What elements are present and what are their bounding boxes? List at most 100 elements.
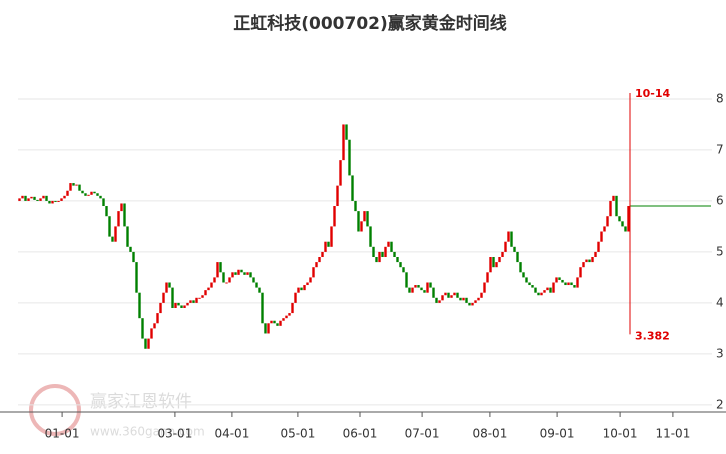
candle-body	[462, 297, 465, 301]
candle-body	[432, 287, 435, 298]
candle-body	[210, 282, 213, 288]
candle-body	[96, 193, 99, 196]
candle-body	[186, 302, 189, 306]
candle-body	[525, 277, 528, 283]
candle-body	[513, 246, 516, 252]
candle-body	[324, 241, 327, 252]
candle-body	[18, 198, 21, 201]
candle-body	[441, 295, 444, 301]
candle-body	[267, 323, 270, 334]
marker-date: 10-14	[635, 87, 671, 100]
candle-body	[600, 231, 603, 242]
candle-body	[429, 282, 432, 288]
candle-body	[546, 287, 549, 291]
candle-body	[219, 262, 222, 273]
candle-body	[282, 318, 285, 321]
candle-body	[69, 183, 72, 191]
candle-body	[273, 320, 276, 324]
candle-body	[444, 292, 447, 296]
candle-body	[75, 184, 78, 186]
candle-body	[606, 216, 609, 227]
candle-body	[114, 226, 117, 242]
candle-body	[426, 282, 429, 293]
candle-body	[198, 297, 201, 299]
candle-body	[450, 295, 453, 298]
candle-body	[540, 292, 543, 296]
candle-body	[177, 302, 180, 306]
candle-body	[399, 262, 402, 268]
candle-body	[384, 246, 387, 258]
candle-body	[249, 272, 252, 278]
candle-body	[213, 277, 216, 283]
candle-body	[147, 338, 150, 349]
candle-body	[102, 198, 105, 207]
chart-title: 正虹科技(000702)赢家黄金时间线	[233, 13, 507, 34]
candle-body	[171, 287, 174, 308]
candle-body	[363, 211, 366, 222]
candle-body	[27, 198, 30, 201]
candle-body	[153, 323, 156, 329]
watermark-logo	[29, 384, 81, 436]
x-tick-label: 01-01	[45, 427, 80, 441]
candle-body	[57, 200, 60, 202]
candle-body	[300, 287, 303, 291]
candle-body	[390, 241, 393, 252]
candle-body	[180, 305, 183, 308]
candle-body	[387, 241, 390, 247]
candle-body	[306, 282, 309, 286]
candle-body	[420, 287, 423, 291]
candle-body	[354, 200, 357, 212]
candle-body	[621, 221, 624, 227]
candle-body	[447, 292, 450, 298]
candle-body	[567, 282, 570, 286]
candle-body	[174, 302, 177, 308]
candle-body	[531, 285, 534, 288]
y-tick-label: 5	[716, 244, 724, 258]
candle-body	[225, 282, 228, 284]
candle-body	[111, 236, 114, 242]
candle-body	[33, 196, 36, 200]
candle-body	[519, 262, 522, 273]
candle-body	[255, 282, 258, 288]
candle-body	[201, 295, 204, 298]
candle-body	[291, 302, 294, 314]
candle-body	[120, 203, 123, 212]
candle-body	[552, 282, 555, 293]
candle-body	[78, 184, 81, 191]
candle-body	[360, 221, 363, 232]
candle-body	[66, 190, 69, 196]
x-tick-label: 07-01	[405, 427, 440, 441]
candle-body	[54, 200, 57, 202]
candle-body	[558, 277, 561, 280]
candle-body	[348, 139, 351, 176]
candle-body	[258, 287, 261, 293]
candle-body	[135, 262, 138, 293]
candle-body	[315, 262, 318, 268]
candle-body	[597, 241, 600, 252]
candle-body	[150, 328, 153, 339]
candle-body	[603, 226, 606, 232]
candle-body	[159, 302, 162, 314]
candle-body	[474, 300, 477, 303]
candle-body	[579, 267, 582, 278]
candle-body	[168, 282, 171, 288]
x-tick-label: 11-01	[655, 427, 690, 441]
candle-body	[573, 285, 576, 288]
candle-body	[402, 267, 405, 273]
candle-body	[570, 282, 573, 286]
candle-body	[495, 262, 498, 268]
candle-body	[309, 277, 312, 283]
candle-body	[366, 211, 369, 227]
candle-body	[336, 185, 339, 207]
candle-body	[618, 216, 621, 222]
y-tick-label: 3	[716, 346, 724, 360]
candle-body	[333, 206, 336, 227]
candle-body	[270, 320, 273, 324]
candle-body	[228, 277, 231, 283]
candle-body	[45, 195, 48, 201]
candle-body	[375, 257, 378, 263]
candle-body	[516, 251, 519, 263]
candle-body	[504, 241, 507, 252]
candle-body	[534, 287, 537, 293]
